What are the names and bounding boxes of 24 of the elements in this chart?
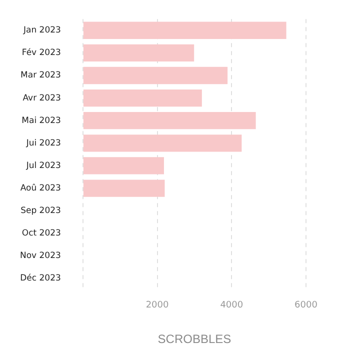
- y-tick-label: Jan 2023: [22, 26, 61, 36]
- y-tick-label: Avr 2023: [22, 93, 61, 104]
- bar: [83, 66, 228, 84]
- x-tick-label: 6000: [294, 300, 318, 311]
- y-tick-label: Nov 2023: [20, 251, 61, 262]
- bar: [83, 134, 242, 152]
- y-tick-label: Jul 2023: [25, 160, 61, 171]
- x-tick-label: 4000: [220, 300, 244, 311]
- bar: [83, 22, 286, 39]
- y-tick-label: Oct 2023: [22, 228, 61, 239]
- x-axis-title: SCROBBLES: [158, 332, 232, 346]
- y-tick-label: Déc 2023: [20, 274, 61, 284]
- bar: [83, 180, 165, 197]
- y-tick-label: Sep 2023: [20, 206, 61, 216]
- bar: [83, 157, 164, 174]
- bar: [83, 112, 256, 130]
- bar: [83, 44, 194, 62]
- y-tick-label: Fév 2023: [22, 48, 61, 58]
- y-tick-label: Mai 2023: [22, 116, 61, 126]
- y-tick-label: Jui 2023: [25, 138, 61, 148]
- bar: [83, 89, 202, 107]
- y-tick-label: Aoû 2023: [20, 183, 61, 194]
- x-tick-label: 2000: [146, 300, 170, 311]
- y-tick-label: Mar 2023: [20, 70, 61, 81]
